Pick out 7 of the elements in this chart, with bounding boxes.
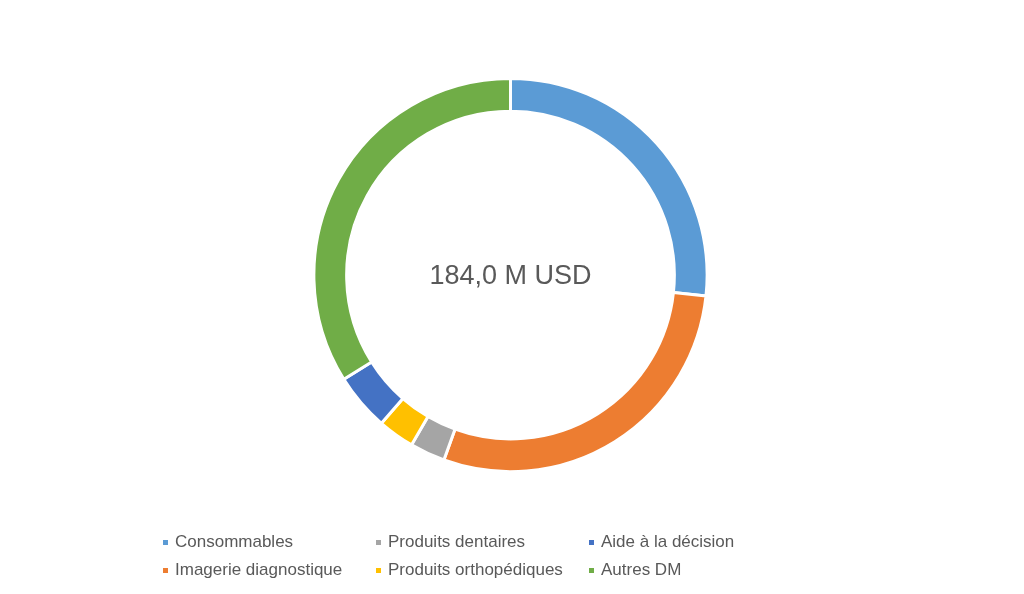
legend-label: Autres DM [601,560,683,580]
legend-label: Produits orthopédiques [388,560,564,580]
legend-label: Aide à la décision [601,532,736,552]
legend-label: Produits dentaires [388,532,527,552]
legend-label: Imagerie diagnostique [175,560,344,580]
text: 184,0 M USD [429,260,592,291]
legend-label: Consommables [175,532,295,552]
